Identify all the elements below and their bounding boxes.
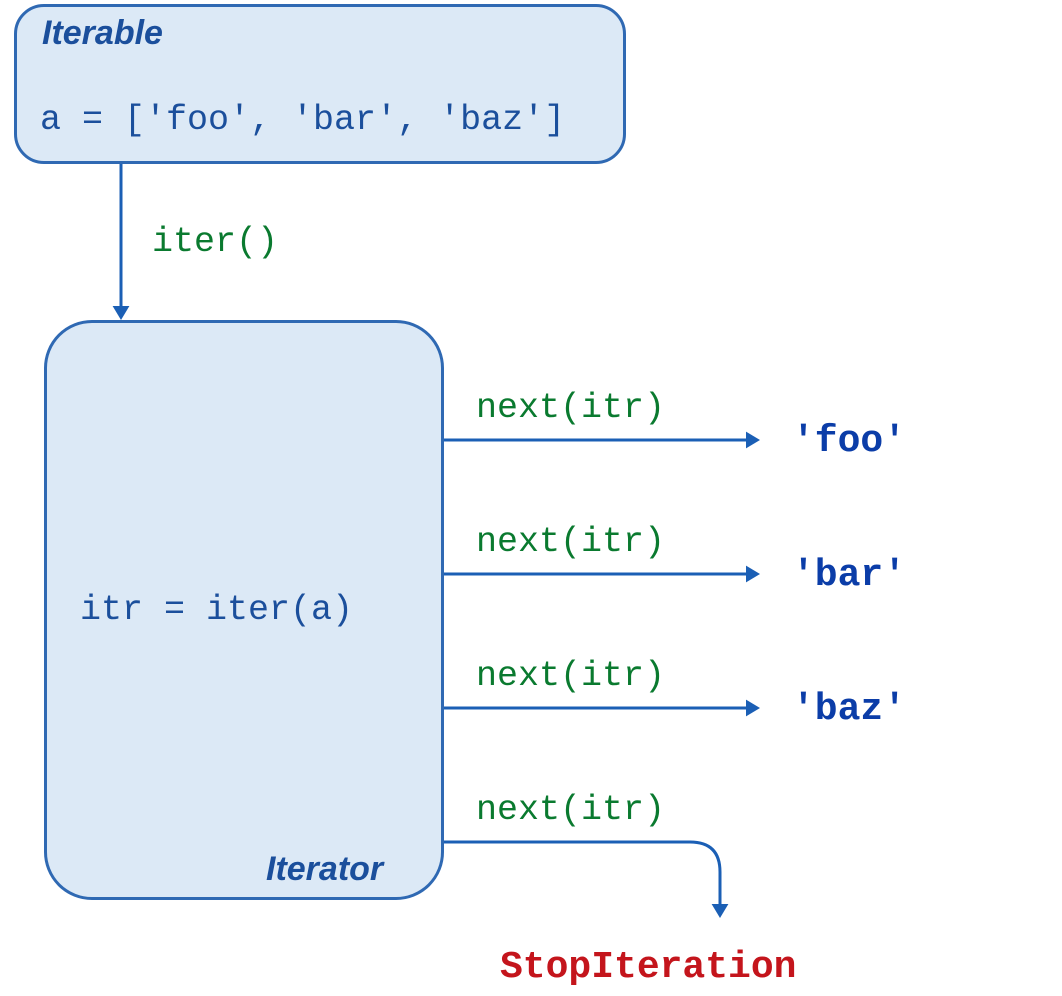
iterable-label: Iterable: [42, 14, 163, 53]
iterator-label: Iterator: [266, 850, 383, 889]
next-call-label-1: next(itr): [476, 388, 665, 428]
next-call-label-4: next(itr): [476, 790, 665, 830]
result-stopiteration: StopIteration: [500, 946, 796, 989]
next-call-label-2: next(itr): [476, 522, 665, 562]
result-foo: 'foo': [792, 420, 906, 463]
iterator-code: itr = iter(a): [80, 590, 353, 630]
next-call-label-3: next(itr): [476, 656, 665, 696]
iter-call-label: iter(): [152, 222, 278, 262]
result-baz: 'baz': [792, 688, 906, 731]
result-bar: 'bar': [792, 554, 906, 597]
iterable-code: a = ['foo', 'bar', 'baz']: [40, 100, 565, 140]
